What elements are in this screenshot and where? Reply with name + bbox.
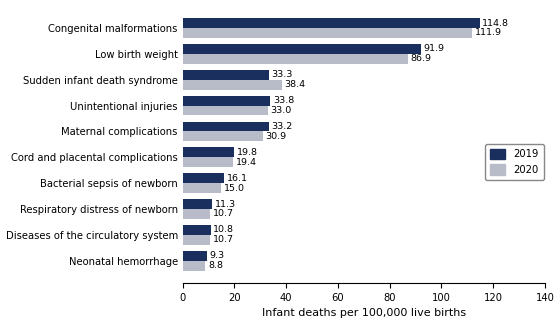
Text: 30.9: 30.9	[265, 132, 286, 141]
Bar	[183, 44, 421, 54]
Text: 15.0: 15.0	[224, 184, 245, 192]
Bar	[183, 28, 472, 38]
Bar	[183, 157, 233, 167]
Text: 8.8: 8.8	[208, 261, 223, 270]
Text: 10.8: 10.8	[213, 226, 234, 235]
Bar	[183, 183, 222, 193]
Text: 91.9: 91.9	[423, 44, 444, 53]
Text: 33.3: 33.3	[272, 70, 293, 79]
Bar	[183, 173, 225, 183]
Bar	[183, 122, 269, 132]
Text: 38.4: 38.4	[284, 80, 306, 89]
Bar	[183, 225, 211, 235]
Bar	[183, 251, 207, 261]
Bar	[183, 80, 282, 89]
Text: 114.8: 114.8	[482, 18, 510, 28]
Text: 33.2: 33.2	[271, 122, 292, 131]
Bar	[183, 199, 212, 209]
Bar	[183, 235, 211, 245]
Text: 33.8: 33.8	[273, 96, 294, 105]
Bar	[183, 147, 234, 157]
Text: 16.1: 16.1	[227, 174, 248, 183]
Text: 10.7: 10.7	[213, 235, 234, 244]
Bar	[183, 261, 206, 271]
Text: 111.9: 111.9	[475, 29, 502, 37]
Bar	[183, 96, 270, 106]
Text: 86.9: 86.9	[410, 54, 431, 63]
X-axis label: Infant deaths per 100,000 live births: Infant deaths per 100,000 live births	[262, 308, 466, 318]
Bar	[183, 106, 268, 115]
Text: 19.8: 19.8	[236, 148, 258, 157]
Bar	[183, 54, 408, 64]
Text: 19.4: 19.4	[235, 158, 256, 167]
Text: 9.3: 9.3	[209, 251, 225, 260]
Bar	[183, 18, 480, 28]
Legend: 2019, 2020: 2019, 2020	[486, 144, 544, 180]
Bar	[183, 70, 269, 80]
Text: 10.7: 10.7	[213, 209, 234, 218]
Text: 11.3: 11.3	[214, 200, 236, 209]
Text: 33.0: 33.0	[270, 106, 292, 115]
Bar	[183, 132, 263, 141]
Bar	[183, 209, 211, 219]
